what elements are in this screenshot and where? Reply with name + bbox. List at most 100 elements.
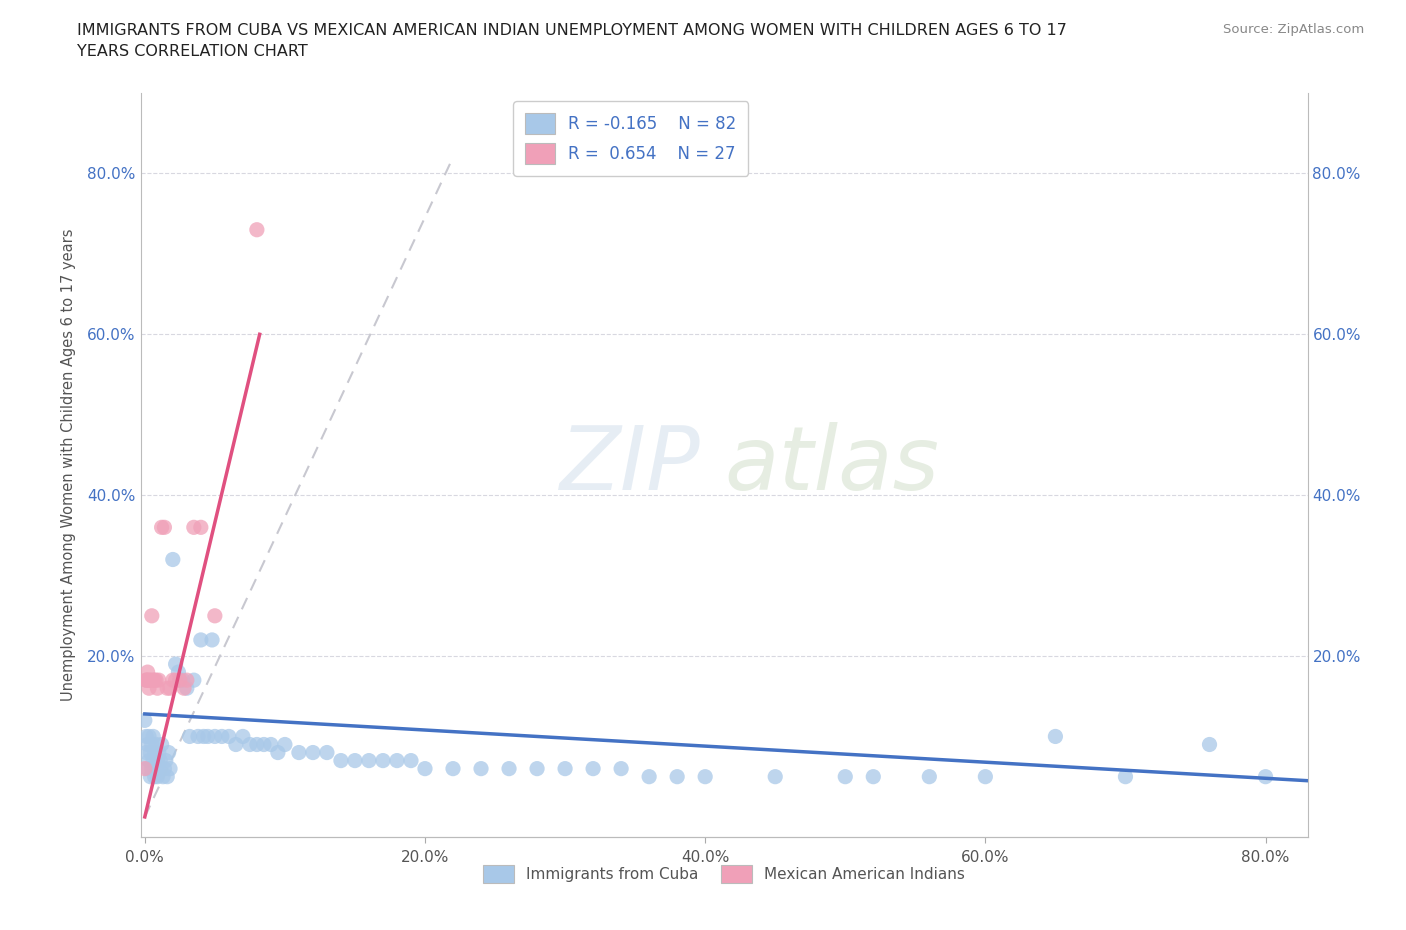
Legend: Immigrants from Cuba, Mexican American Indians: Immigrants from Cuba, Mexican American I… xyxy=(477,859,972,889)
Y-axis label: Unemployment Among Women with Children Ages 6 to 17 years: Unemployment Among Women with Children A… xyxy=(60,229,76,701)
Point xyxy=(274,737,297,752)
Point xyxy=(173,681,195,696)
Point xyxy=(267,745,290,760)
Point xyxy=(142,753,165,768)
Point xyxy=(153,761,176,776)
Point xyxy=(136,665,159,680)
Point xyxy=(239,737,262,752)
Text: YEARS CORRELATION CHART: YEARS CORRELATION CHART xyxy=(77,44,308,59)
Point xyxy=(193,729,215,744)
Point xyxy=(918,769,941,784)
Point xyxy=(204,608,226,623)
Point xyxy=(834,769,856,784)
Point xyxy=(162,552,184,567)
Point xyxy=(329,753,352,768)
Point xyxy=(302,745,325,760)
Point xyxy=(138,729,160,744)
Point xyxy=(1045,729,1067,744)
Point xyxy=(695,769,717,784)
Point xyxy=(135,745,157,760)
Point xyxy=(246,737,269,752)
Point xyxy=(343,753,366,768)
Point xyxy=(141,737,163,752)
Point xyxy=(204,729,226,744)
Point xyxy=(150,737,173,752)
Point xyxy=(135,729,157,744)
Point xyxy=(156,769,179,784)
Point xyxy=(183,520,205,535)
Point xyxy=(145,737,167,752)
Point xyxy=(399,753,422,768)
Point xyxy=(142,672,165,687)
Point xyxy=(134,761,156,776)
Point xyxy=(145,672,167,687)
Point xyxy=(165,672,187,687)
Point xyxy=(136,737,159,752)
Point xyxy=(141,761,163,776)
Point xyxy=(167,665,190,680)
Point xyxy=(253,737,276,752)
Point xyxy=(148,672,170,687)
Point xyxy=(142,729,165,744)
Point xyxy=(135,672,157,687)
Point xyxy=(148,745,170,760)
Point xyxy=(638,769,661,784)
Point xyxy=(211,729,233,744)
Point xyxy=(136,761,159,776)
Point xyxy=(385,753,408,768)
Point xyxy=(135,672,157,687)
Point xyxy=(172,672,194,687)
Point xyxy=(190,520,212,535)
Point xyxy=(143,769,166,784)
Point xyxy=(138,672,160,687)
Point xyxy=(218,729,240,744)
Point xyxy=(1254,769,1277,784)
Point xyxy=(201,632,224,647)
Point xyxy=(155,753,177,768)
Text: IMMIGRANTS FROM CUBA VS MEXICAN AMERICAN INDIAN UNEMPLOYMENT AMONG WOMEN WITH CH: IMMIGRANTS FROM CUBA VS MEXICAN AMERICAN… xyxy=(77,23,1067,38)
Point xyxy=(526,761,548,776)
Point xyxy=(169,672,191,687)
Point xyxy=(148,761,170,776)
Text: ZIP: ZIP xyxy=(560,422,700,508)
Point xyxy=(1114,769,1136,784)
Point xyxy=(371,753,394,768)
Point xyxy=(441,761,464,776)
Point xyxy=(197,729,219,744)
Point xyxy=(176,681,198,696)
Point xyxy=(176,672,198,687)
Point xyxy=(146,753,169,768)
Point xyxy=(666,769,689,784)
Point xyxy=(150,520,173,535)
Point xyxy=(498,761,520,776)
Point xyxy=(143,745,166,760)
Point xyxy=(145,761,167,776)
Point xyxy=(763,769,786,784)
Point xyxy=(165,657,187,671)
Point xyxy=(260,737,283,752)
Point xyxy=(136,672,159,687)
Point xyxy=(134,713,156,728)
Point xyxy=(1198,737,1220,752)
Point xyxy=(232,729,254,744)
Point xyxy=(146,681,169,696)
Text: atlas: atlas xyxy=(724,422,939,508)
Point xyxy=(138,681,160,696)
Point xyxy=(139,769,162,784)
Point xyxy=(152,769,174,784)
Point xyxy=(246,222,269,237)
Point xyxy=(582,761,605,776)
Point xyxy=(187,729,209,744)
Point xyxy=(146,769,169,784)
Point xyxy=(153,520,176,535)
Point xyxy=(159,681,181,696)
Point xyxy=(288,745,311,760)
Point xyxy=(159,761,181,776)
Point xyxy=(139,672,162,687)
Point xyxy=(169,672,191,687)
Point xyxy=(156,681,179,696)
Point xyxy=(413,761,436,776)
Point xyxy=(316,745,339,760)
Point xyxy=(141,608,163,623)
Point xyxy=(157,745,180,760)
